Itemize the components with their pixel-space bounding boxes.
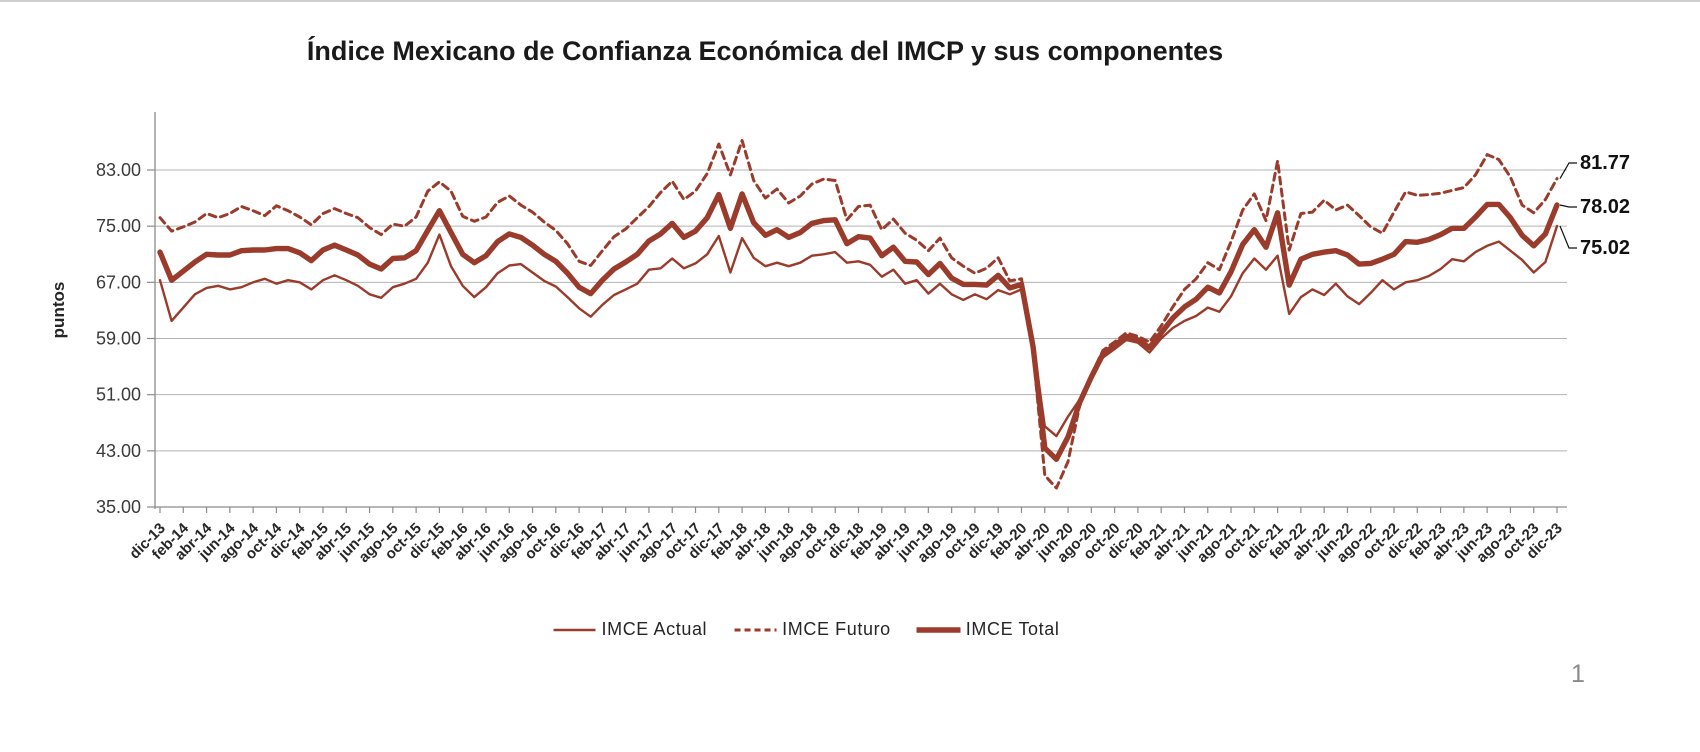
y-tick-label: 43.00 [96,441,141,461]
end-label-actual: 75.02 [1580,237,1631,259]
end-label-connector [1559,162,1577,179]
legend-label-futuro: IMCE Futuro [782,619,891,639]
y-tick-label: 35.00 [96,497,141,517]
legend-item-futuro: IMCE Futuro [733,619,891,640]
slide-top-edge [0,0,1700,2]
legend-item-total: IMCE Total [916,619,1060,640]
y-tick-label: 51.00 [96,385,141,405]
legend-line-total-icon [916,626,961,633]
legend-line-futuro-icon [734,628,777,631]
series-imce-actual [158,224,1559,438]
end-label-total: 78.02 [1580,196,1631,218]
end-label-futuro: 81.77 [1580,152,1631,174]
end-label-connector [1559,204,1577,208]
legend-line-actual-icon [553,628,596,631]
y-tick-label: 83.00 [96,160,141,180]
legend-item-actual: IMCE Actual [553,619,708,640]
end-label-connector [1559,225,1577,249]
page-number: 1 [1571,660,1585,688]
chart-legend: IMCE Actual IMCE Futuro IMCE Total [553,619,1060,640]
y-tick-label: 67.00 [96,272,141,292]
legend-label-total: IMCE Total [965,619,1060,639]
series-imce-total [157,191,1560,462]
chart-title: Índice Mexicano de Confianza Económica d… [306,36,1224,66]
y-tick-label: 59.00 [96,329,141,349]
y-tick-label: 75.00 [96,216,141,236]
series-imce-futuro [158,139,1559,490]
legend-label-actual: IMCE Actual [601,619,708,639]
